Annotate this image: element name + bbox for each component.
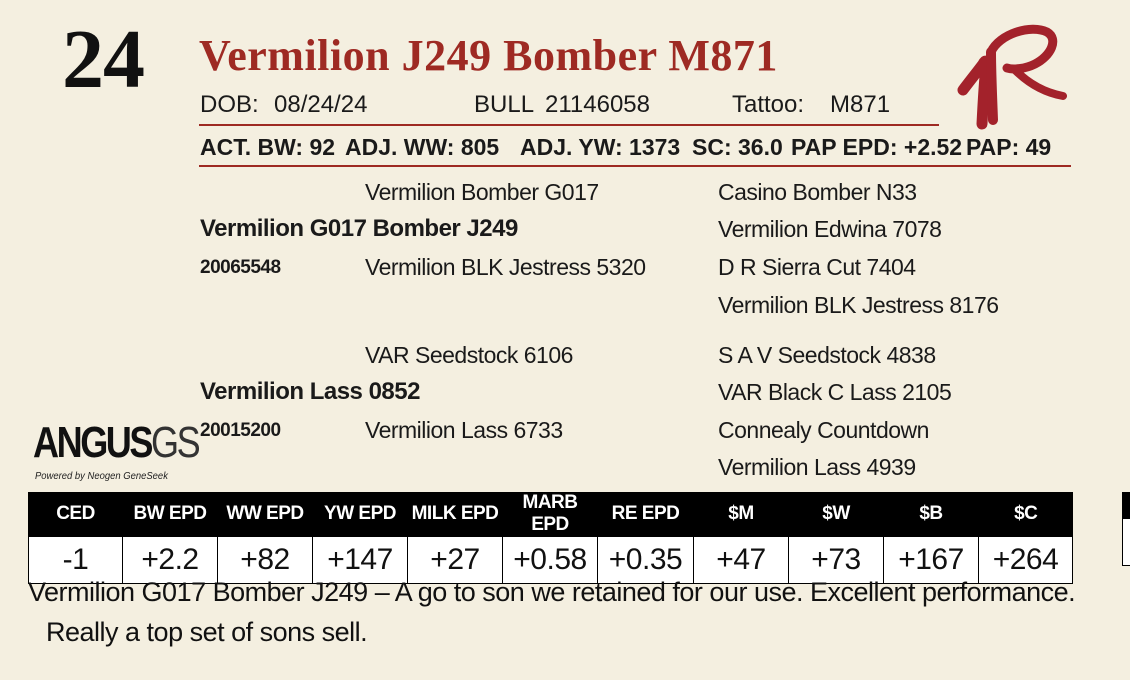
- dam-sire-sire: S A V Seedstock 4838: [718, 342, 936, 368]
- lot-number: 24: [62, 13, 145, 106]
- tattoo-label: Tattoo:: [732, 91, 805, 118]
- scrotal-circumference: SC: 36.0: [692, 134, 783, 160]
- registration-number: 21146058: [545, 91, 650, 118]
- epd-header-marb: MARB EPD: [502, 492, 598, 537]
- sex-label: BULL: [474, 91, 535, 118]
- epd-header-row: CED BW EPD WW EPD YW EPD MILK EPD MARB E…: [28, 492, 1073, 537]
- sire-sire-sire: Casino Bomber N33: [718, 179, 917, 205]
- sire-sire: Vermilion Bomber G017: [365, 179, 599, 205]
- dob-value: 08/24/24: [274, 91, 368, 118]
- header-divider: [199, 124, 939, 126]
- actual-birth-weight: ACT. BW: 92: [200, 134, 336, 160]
- epd-value-re: +0.35: [597, 536, 694, 584]
- epd-value-bw: +2.2: [122, 536, 218, 584]
- epd-header-w: $W: [788, 492, 884, 537]
- epd-header-milk: MILK EPD: [407, 492, 503, 537]
- epd-table: CED BW EPD WW EPD YW EPD MILK EPD MARB E…: [28, 492, 1073, 584]
- dob-label: DOB:: [200, 91, 259, 118]
- sire-dam-sire: D R Sierra Cut 7404: [718, 254, 916, 280]
- epd-value-marb: +0.58: [502, 536, 598, 584]
- dam-dam: Vermilion Lass 6733: [365, 417, 563, 443]
- epd-value-c: +264: [978, 536, 1073, 584]
- adjusted-yearling-weight: ADJ. YW: 1373: [520, 134, 681, 160]
- epd-value-yw: +147: [312, 536, 408, 584]
- performance-divider: [199, 165, 1071, 167]
- sire-sire-dam: Vermilion Edwina 7078: [718, 216, 942, 242]
- epd-header-c: $C: [978, 492, 1073, 537]
- epd-header-yw: YW EPD: [312, 492, 408, 537]
- pap-epd: PAP EPD: +2.52: [791, 134, 963, 160]
- sire-registration: 20065548: [200, 257, 281, 278]
- dam-sire: VAR Seedstock 6106: [365, 342, 573, 368]
- dam-dam-dam: Vermilion Lass 4939: [718, 454, 916, 480]
- sire-dam-dam: Vermilion BLK Jestress 8176: [718, 292, 999, 318]
- animal-name: Vermilion J249 Bomber M871: [199, 31, 778, 80]
- epd-header-re: RE EPD: [597, 492, 694, 537]
- angus-logo-suffix: GS: [151, 418, 201, 467]
- epd-value-milk: +27: [407, 536, 503, 584]
- epd-header-ced: CED: [28, 492, 123, 537]
- angus-logo-tagline: Powered by Neogen GeneSeek: [35, 470, 168, 482]
- epd-value-b: +167: [883, 536, 979, 584]
- dam-name: Vermilion Lass 0852: [200, 378, 420, 405]
- vr-brand-logo: [955, 22, 1070, 137]
- epd-value-ww: +82: [217, 536, 313, 584]
- angus-gs-logo: ANGUSGS Powered by Neogen GeneSeek: [33, 420, 234, 484]
- epd-header-m: $M: [693, 492, 789, 537]
- epd-header-b: $B: [883, 492, 979, 537]
- epd-value-m: +47: [693, 536, 789, 584]
- adjusted-weaning-weight: ADJ. WW: 805: [345, 134, 500, 160]
- epd-value-row: -1 +2.2 +82 +147 +27 +0.58 +0.35 +47 +73…: [28, 536, 1073, 584]
- dam-sire-dam: VAR Black C Lass 2105: [718, 379, 952, 405]
- sire-dam: Vermilion BLK Jestress 5320: [365, 254, 646, 280]
- epd-value-w: +73: [788, 536, 884, 584]
- sire-name: Vermilion G017 Bomber J249: [200, 215, 518, 242]
- tattoo-value: M871: [830, 91, 891, 118]
- epd-header-bw: BW EPD: [122, 492, 218, 537]
- dam-dam-sire: Connealy Countdown: [718, 417, 929, 443]
- adjacent-table-edge: [1122, 492, 1130, 566]
- description-line-2: Really a top set of sons sell.: [46, 617, 368, 647]
- dam-registration: 20015200: [200, 420, 281, 441]
- description-line-1: Vermilion G017 Bomber J249 – A go to son…: [28, 577, 1076, 607]
- pap-score: PAP: 49: [966, 134, 1052, 160]
- angus-logo-word: ANGUS: [33, 418, 153, 467]
- epd-header-ww: WW EPD: [217, 492, 313, 537]
